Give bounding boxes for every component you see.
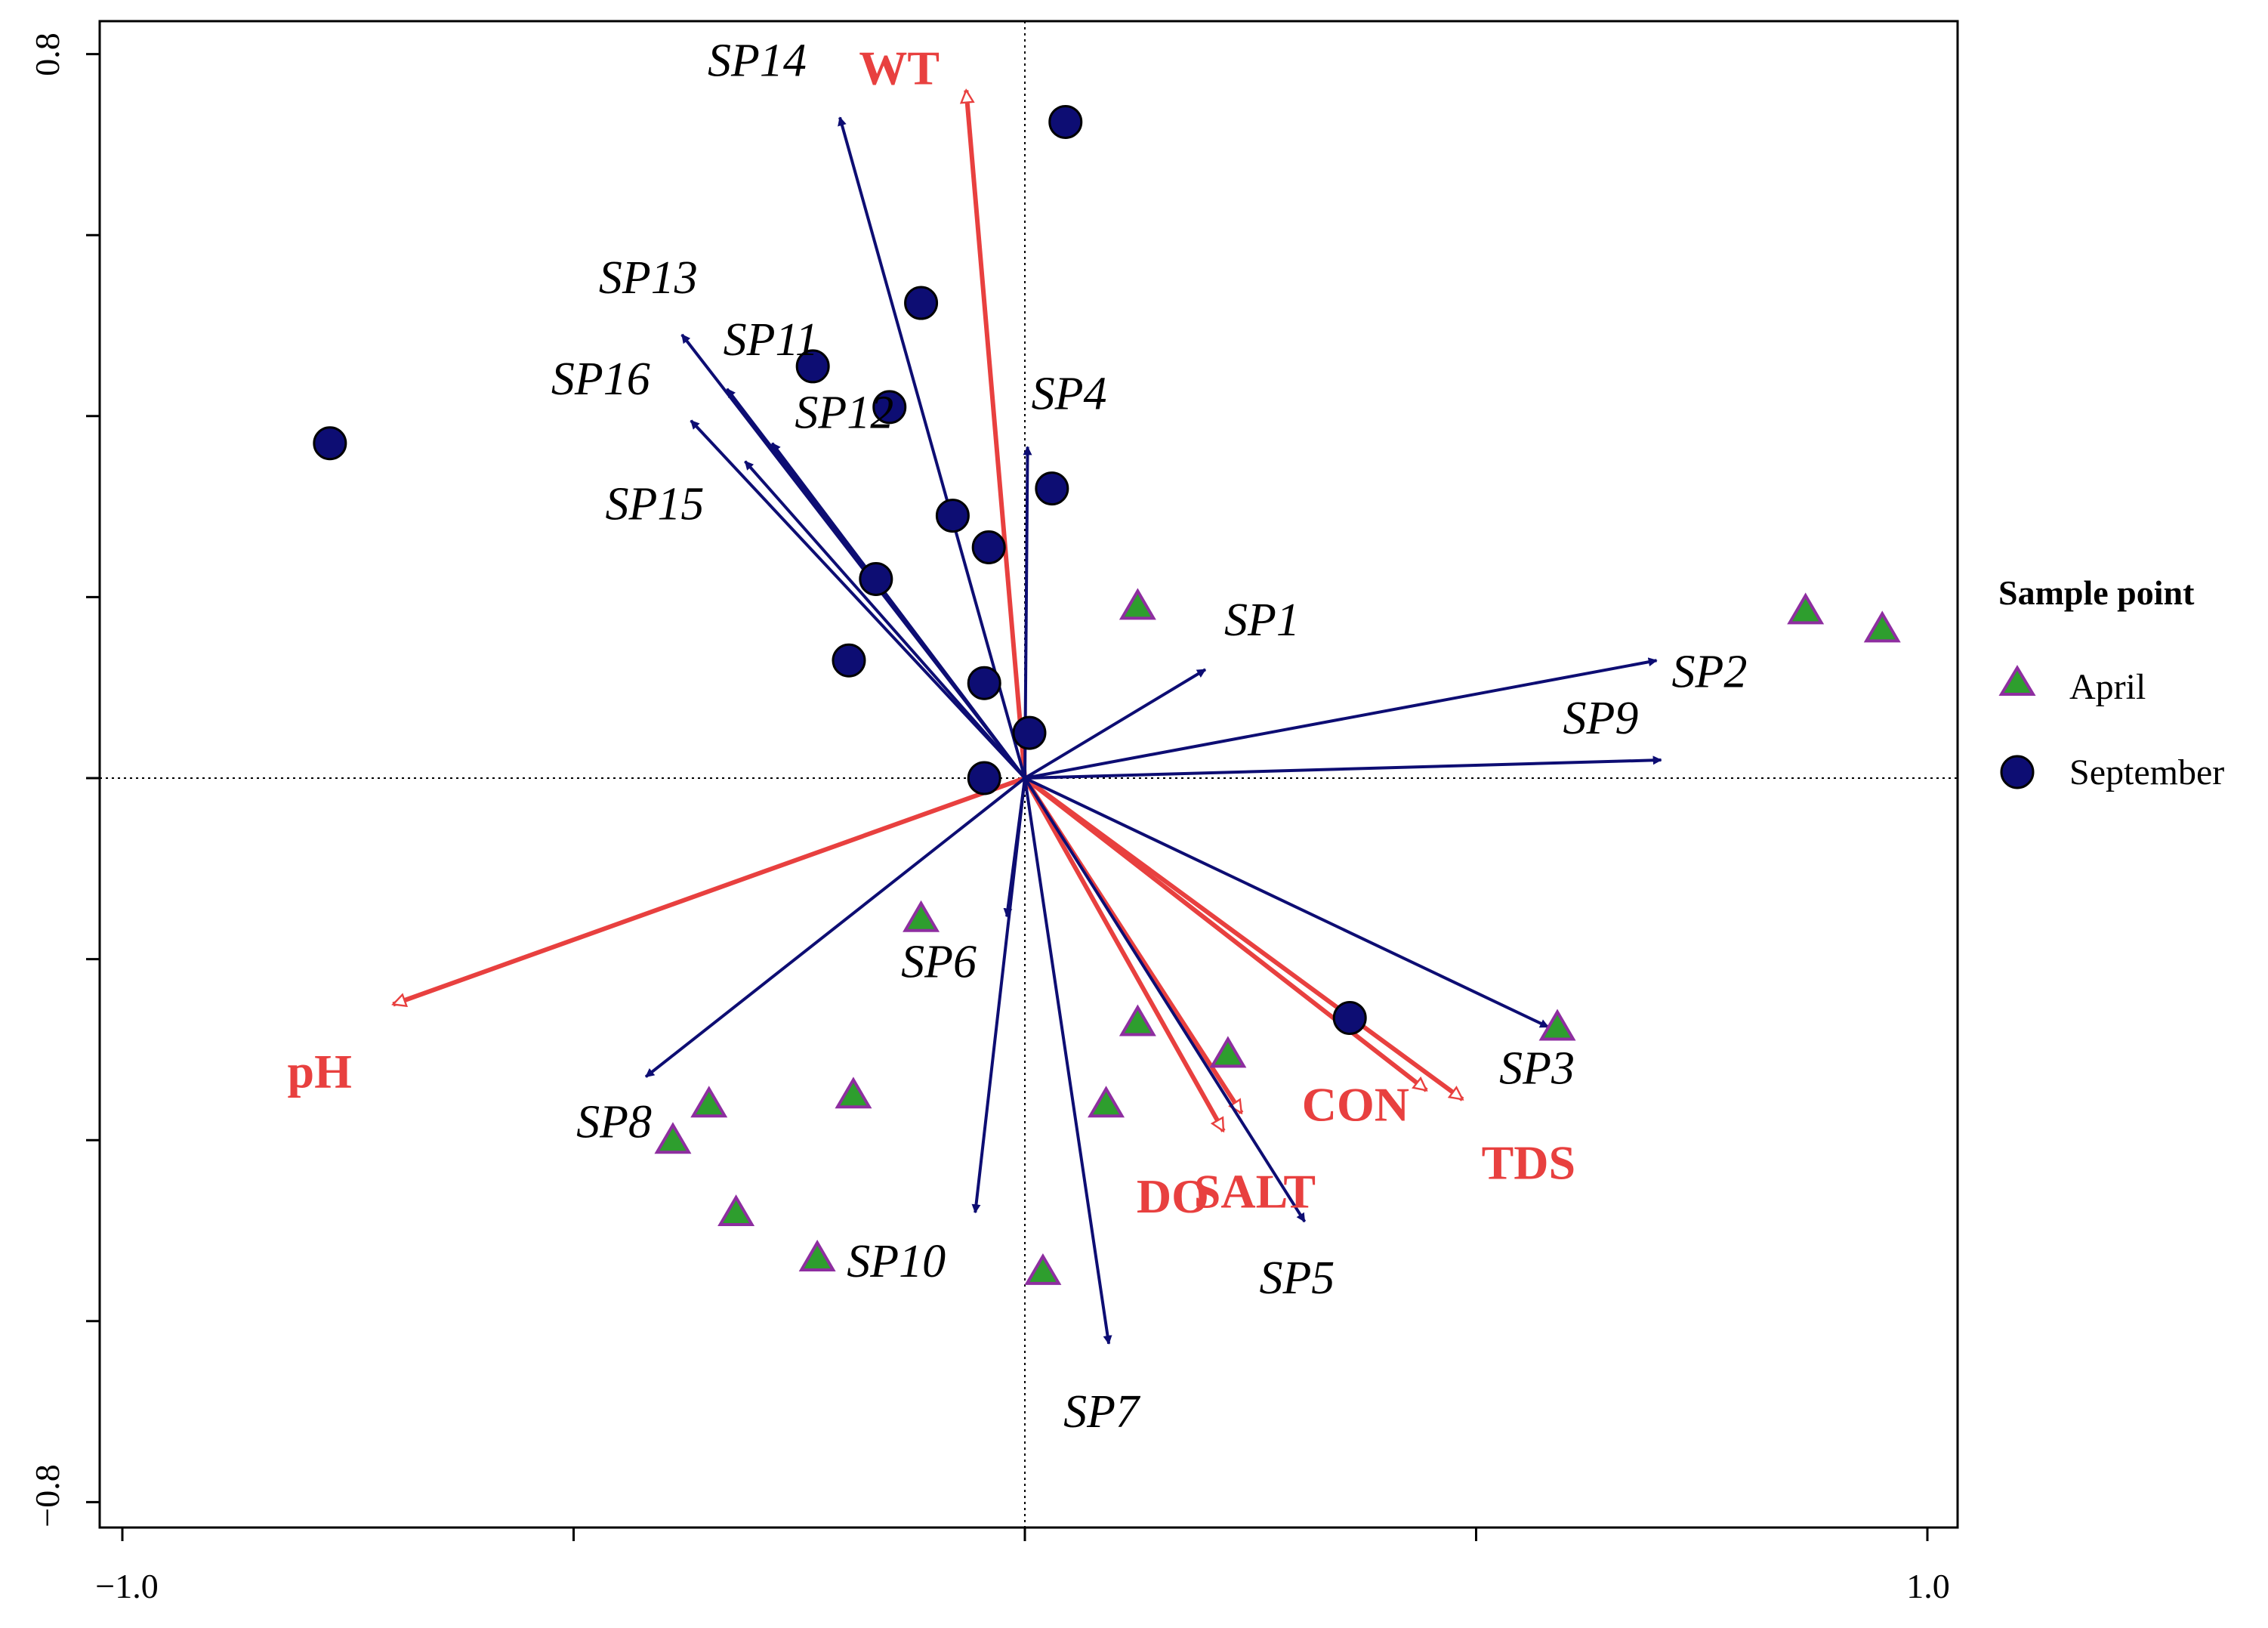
species-arrow-sp9 [1024, 755, 1662, 780]
species-arrow-sp16 [690, 419, 1026, 780]
y-tick-label-min: −0.8 [28, 1464, 66, 1527]
env-arrow-con [1023, 776, 1427, 1092]
species-label-sp8: SP8 [576, 1096, 652, 1148]
point-september-2 [904, 286, 939, 320]
env-label-con: CON [1302, 1077, 1409, 1131]
species-label-sp16: SP16 [551, 354, 650, 405]
point-september-11 [1012, 715, 1047, 750]
species-arrow-sp13 [680, 333, 1026, 780]
x-tick-label-min: −1.0 [95, 1567, 158, 1605]
point-april-7 [903, 900, 940, 932]
point-april-4 [1119, 1004, 1156, 1036]
point-september-3 [795, 349, 830, 384]
point-april-9 [835, 1077, 872, 1109]
legend-april-label: April [2069, 667, 2146, 707]
legend-september-label: September [2069, 752, 2224, 792]
point-april-1 [1787, 592, 1825, 625]
species-label-sp4: SP4 [1032, 369, 1107, 420]
plot-frame [98, 20, 1959, 1529]
point-september-9 [832, 643, 866, 678]
species-arrow-sp7 [1023, 777, 1112, 1345]
point-september-10 [967, 666, 1001, 700]
env-label-wt: WT [859, 42, 940, 95]
species-label-sp7: SP7 [1063, 1386, 1141, 1438]
species-label-sp2: SP2 [1672, 646, 1748, 697]
point-april-5 [1209, 1036, 1247, 1068]
species-arrow-sp3 [1024, 777, 1550, 1029]
point-april-12 [798, 1239, 836, 1271]
sample-points [313, 104, 1901, 1285]
point-april-10 [654, 1122, 692, 1154]
species-label-sp1: SP1 [1224, 595, 1300, 646]
point-september-6 [935, 499, 970, 533]
species-label-sp3: SP3 [1499, 1043, 1575, 1094]
point-april-3 [1538, 1009, 1576, 1041]
species-label-sp11: SP11 [724, 314, 819, 366]
point-april-0 [1119, 588, 1156, 620]
point-september-4 [872, 390, 907, 425]
point-september-5 [1035, 471, 1069, 506]
point-september-8 [859, 561, 893, 596]
point-april-6 [1088, 1086, 1125, 1118]
point-april-8 [690, 1086, 728, 1118]
environment-vectors [393, 91, 1463, 1132]
point-september-13 [1332, 1000, 1367, 1035]
species-label-sp14: SP14 [708, 35, 807, 86]
species-arrow-sp15 [744, 460, 1026, 780]
y-tick-label-max: 0.8 [28, 32, 66, 76]
species-arrow-sp2 [1024, 657, 1658, 780]
species-vectors [644, 116, 1662, 1345]
y-axis-ticks [86, 53, 100, 1503]
species-label-sp12: SP12 [795, 388, 893, 439]
species-arrow-sp1 [1023, 668, 1207, 780]
env-label-tds: TDS [1482, 1135, 1576, 1189]
species-arrow-sp14 [838, 116, 1026, 779]
point-april-11 [717, 1194, 755, 1227]
legend-september-marker [2000, 755, 2035, 789]
env-label-ph: pH [288, 1045, 352, 1098]
x-tick-label-max: 1.0 [1906, 1567, 1950, 1605]
species-label-sp9: SP9 [1563, 693, 1638, 744]
species-label-sp6: SP6 [901, 936, 977, 987]
env-arrow-tds [1023, 776, 1463, 1101]
env-arrow-ph [393, 776, 1026, 1005]
species-label-sp15: SP15 [606, 479, 705, 530]
point-april-2 [1863, 610, 1901, 643]
species-arrow-sp8 [644, 777, 1026, 1078]
point-september-0 [1048, 104, 1083, 139]
species-arrow-sp5 [1023, 777, 1307, 1223]
species-arrow-sp10 [971, 777, 1026, 1214]
env-arrow-wt [966, 91, 1027, 779]
species-label-sp13: SP13 [599, 252, 698, 304]
species-label-sp10: SP10 [847, 1236, 946, 1287]
legend: Sample point April September [1998, 573, 2224, 792]
env-label-do: DO [1137, 1169, 1209, 1223]
point-september-7 [971, 530, 1006, 565]
point-september-12 [967, 761, 1001, 795]
legend-april-marker [1998, 665, 2036, 696]
env-arrow-do [1023, 777, 1226, 1131]
point-april-13 [1024, 1253, 1062, 1285]
env-label-salt: SALT [1194, 1164, 1316, 1218]
point-september-1 [313, 426, 347, 461]
legend-title: Sample point [1998, 573, 2195, 612]
species-labels: SP1 SP2 SP3 SP4 SP5 SP6 SP7 SP8 SP9 SP10 SP11 SP12 S… [551, 35, 1748, 1437]
species-label-sp5: SP5 [1259, 1253, 1335, 1304]
x-axis-ticks [121, 1528, 1929, 1541]
